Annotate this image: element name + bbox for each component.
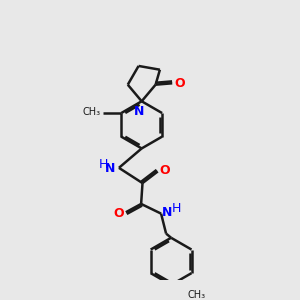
Text: O: O <box>159 164 170 177</box>
Text: N: N <box>134 105 145 118</box>
Text: N: N <box>105 162 115 175</box>
Text: H: H <box>99 158 108 171</box>
Text: O: O <box>174 77 184 90</box>
Text: CH₃: CH₃ <box>187 290 205 300</box>
Text: H: H <box>172 202 181 215</box>
Text: CH₃: CH₃ <box>83 107 101 117</box>
Text: O: O <box>114 207 124 220</box>
Text: N: N <box>162 206 172 219</box>
